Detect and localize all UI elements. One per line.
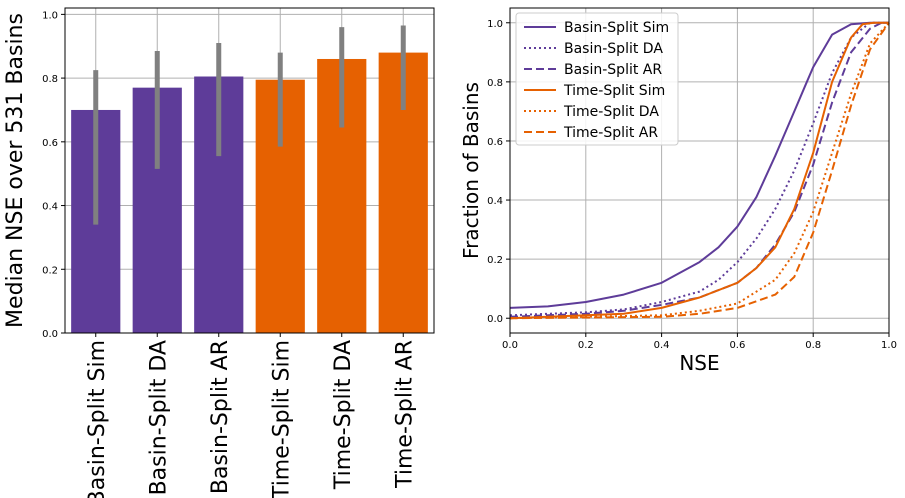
cdf-chart-x-axis-label: NSE <box>679 351 719 375</box>
bar-chart-frame <box>64 7 435 334</box>
cdf-chart-x-tick-label: 0.2 <box>578 340 594 351</box>
cdf-chart-x-tick-label: 0.8 <box>805 340 821 351</box>
legend-label: Basin-Split Sim <box>564 20 669 36</box>
legend-label: Time-Split Sim <box>563 83 665 99</box>
bar-chart-y-tick-label: 1.0 <box>42 10 58 21</box>
bar-chart-x-ticks: Basin-Split Sim Basin-Split DA Basin-Split… <box>85 333 417 498</box>
cdf-chart-y-tick-label: 1.0 <box>487 19 503 30</box>
cdf-chart-y-tick-label: 0.0 <box>487 314 503 325</box>
bar-chart-error-bars <box>93 25 406 225</box>
bar-chart-x-tick-label: Basin-Split AR <box>208 340 233 494</box>
bar-chart-panel: 0.00.20.40.60.81.0 Basin-Split Sim Basin-… <box>3 7 435 498</box>
series-line-basin-split-sim <box>509 21 889 309</box>
cdf-chart-x-ticks: 0.0 0.2 0.4 0.6 0.8 1.0 <box>502 333 897 351</box>
bar-chart-y-tick-label: 0.4 <box>42 202 58 213</box>
cdf-chart-x-tick-label: 0.6 <box>729 340 745 351</box>
cdf-chart-y-axis-label: Fraction of Basins <box>459 82 483 259</box>
bar-chart-y-tick-label: 0.2 <box>42 265 58 276</box>
series-line-time-split-ar <box>509 22 890 320</box>
series-line-basin-split-ar <box>509 21 889 318</box>
legend-label: Time-Split AR <box>563 125 658 141</box>
bar-chart-x-tick-label: Time-Split DA <box>331 340 356 490</box>
series-line-time-split-sim <box>509 21 889 320</box>
bar-chart-x-tick-label: Time-Split Sim <box>269 340 294 498</box>
cdf-chart-y-tick-label: 0.8 <box>487 78 503 89</box>
legend-label: Basin-Split AR <box>564 62 662 78</box>
bar-chart-y-tick-label: 0.6 <box>42 138 58 149</box>
bar-chart-x-tick-label: Basin-Split Sim <box>85 340 110 498</box>
bar-chart-x-tick-label: Time-Split AR <box>392 340 417 489</box>
bar-chart-y-ticks: 0.0 0.2 0.4 0.6 0.8 1.0 <box>42 10 65 340</box>
cdf-chart-y-tick-label: 0.6 <box>487 137 503 148</box>
cdf-chart-y-ticks: 0.0 0.2 0.4 0.6 0.8 1.0 <box>487 19 510 325</box>
cdf-chart-panel: 0.0 0.2 0.4 0.6 0.8 1.0 0.0 0.2 0.4 0.6 0.8 1.0 Fr… <box>459 7 897 375</box>
cdf-chart-x-tick-label: 0.4 <box>654 340 670 351</box>
legend-label: Basin-Split DA <box>564 41 663 57</box>
series-line-time-split-da <box>509 22 890 320</box>
bar-chart-y-axis-label: Median NSE over 531 Basins <box>3 13 28 328</box>
cdf-chart-legend: Basin-Split Sim Basin-Split DA Basin-Split… <box>515 12 679 146</box>
bar-chart-x-tick-label: Basin-Split DA <box>146 340 171 495</box>
legend-box <box>515 12 679 146</box>
cdf-chart-y-tick-label: 0.2 <box>487 255 503 266</box>
bar-chart-y-tick-label: 0.8 <box>42 74 58 85</box>
cdf-chart-series <box>509 21 890 320</box>
legend-label: Time-Split DA <box>563 104 659 120</box>
series-line-basin-split-da <box>509 21 889 317</box>
bar-chart-bars <box>71 52 428 333</box>
cdf-chart-x-tick-label: 0.0 <box>502 340 518 351</box>
cdf-chart-x-tick-label: 1.0 <box>881 340 897 351</box>
bar-chart-y-tick-label: 0.0 <box>42 329 58 340</box>
cdf-chart-frame <box>509 7 890 334</box>
cdf-chart-y-tick-label: 0.4 <box>487 196 503 207</box>
